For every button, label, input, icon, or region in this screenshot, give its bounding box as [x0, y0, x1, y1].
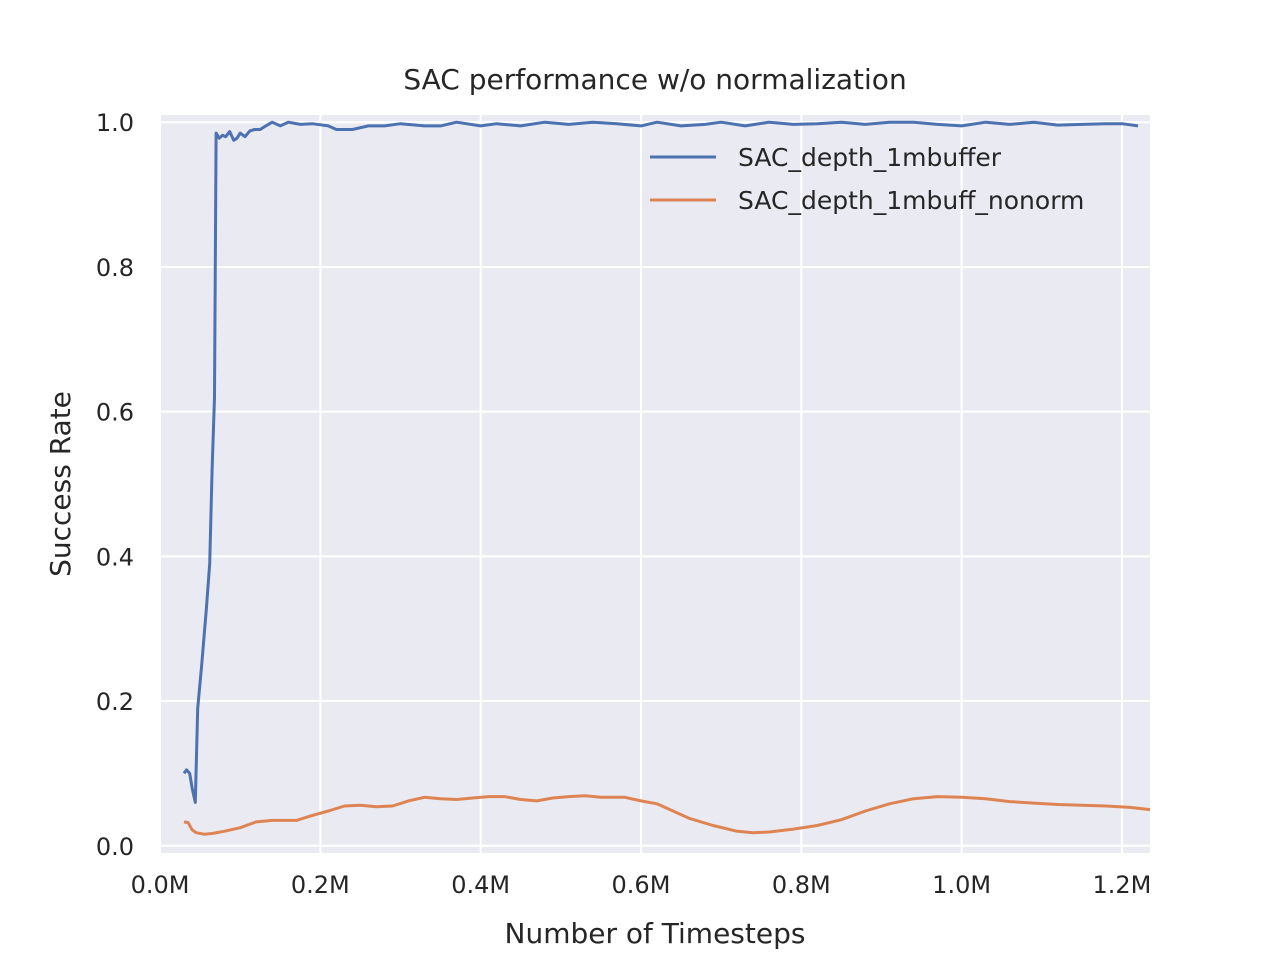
series-line-sac-depth-1mbuff-nonorm	[183, 794, 1151, 836]
x-tick-label: 1.0M	[932, 871, 991, 899]
x-tick-labels: 0.0M 0.2M 0.4M 0.6M 0.8M 1.0M 1.2M	[131, 871, 1152, 899]
y-tick-labels: 0.0 0.2 0.4 0.6 0.8 1.0	[96, 109, 134, 861]
x-tick-label: 0.2M	[291, 871, 350, 899]
series-line-sac-depth-1mbuffer	[182, 120, 1139, 804]
x-tick-label: 0.4M	[451, 871, 510, 899]
x-tick-label: 1.2M	[1093, 871, 1152, 899]
y-tick-label: 0.6	[96, 399, 134, 427]
y-tick-label: 1.0	[96, 109, 134, 137]
plot-area	[160, 115, 1150, 853]
x-tick-label: 0.0M	[131, 871, 190, 899]
chart-title: SAC performance w/o normalization	[403, 63, 906, 96]
data-lines	[182, 120, 1151, 836]
legend-label: SAC_depth_1mbuffer	[738, 143, 1002, 172]
y-tick-label: 0.2	[96, 688, 134, 716]
y-tick-label: 0.8	[96, 254, 134, 282]
y-tick-label: 0.4	[96, 543, 134, 571]
x-axis-label: Number of Timesteps	[505, 917, 806, 950]
y-tick-label: 0.0	[96, 833, 134, 861]
legend: SAC_depth_1mbuffer SAC_depth_1mbuff_nonor…	[650, 143, 1084, 215]
x-tick-label: 0.8M	[772, 871, 831, 899]
y-axis-label: Success Rate	[44, 391, 77, 577]
x-tick-label: 0.6M	[612, 871, 671, 899]
legend-label: SAC_depth_1mbuff_nonorm	[738, 186, 1084, 215]
